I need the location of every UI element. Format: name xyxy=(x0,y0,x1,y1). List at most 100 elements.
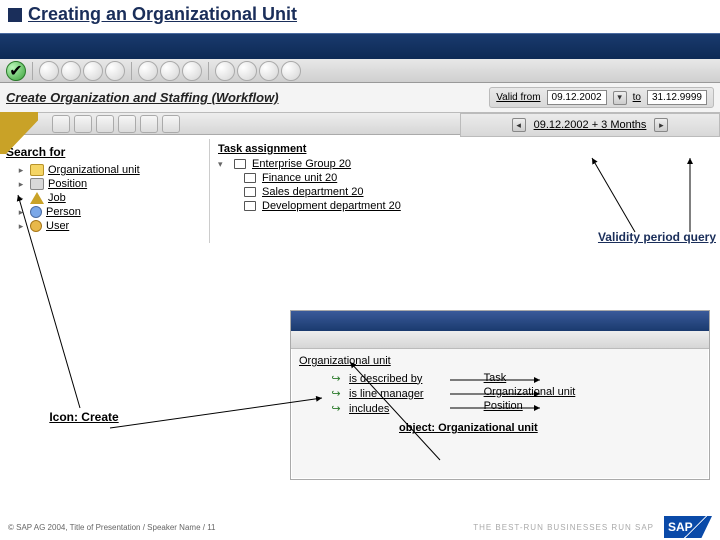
task-root-label: Enterprise Group 20 xyxy=(252,158,351,170)
relation-row[interactable]: ↪is described by xyxy=(329,371,424,386)
expand-icon[interactable]: ▸ xyxy=(16,221,26,231)
task-root[interactable]: ▾ Enterprise Group 20 xyxy=(218,157,712,171)
search-item-user[interactable]: ▸ User xyxy=(6,219,203,233)
tb-collapse-button[interactable] xyxy=(96,115,114,133)
task-tree: ▾ Enterprise Group 20 Finance unit 20 Sa… xyxy=(218,157,712,213)
position-icon xyxy=(30,178,44,190)
org-unit-icon xyxy=(30,164,44,176)
target-label: Position xyxy=(484,400,523,412)
search-tree: ▸ Organizational unit ▸ Position ▸ Job ▸… xyxy=(6,163,203,233)
validity-annotation: Validity period query xyxy=(596,230,716,244)
target-row[interactable]: Position xyxy=(484,399,576,413)
relationships-titlebar xyxy=(291,311,709,331)
target-row[interactable]: Organizational unit xyxy=(484,385,576,399)
collapse-icon[interactable]: ▾ xyxy=(218,159,228,170)
slide-title-row: Creating an Organizational Unit xyxy=(0,0,720,27)
job-icon xyxy=(30,192,44,204)
expand-icon[interactable]: ▸ xyxy=(16,179,26,189)
secondary-toolbar: ◂ 09.12.2002 + 3 Months ▸ xyxy=(0,113,720,135)
valid-to-input[interactable]: 31.12.9999 xyxy=(647,90,707,105)
search-panel: Search for ▸ Organizational unit ▸ Posit… xyxy=(0,139,210,243)
enter-button[interactable]: ✔ xyxy=(6,61,26,81)
validity-period-box: Valid from 09.12.2002 ▾ to 31.12.9999 xyxy=(489,87,714,108)
search-item-label: Organizational unit xyxy=(48,164,140,176)
task-child[interactable]: Development department 20 xyxy=(244,199,712,213)
print-button[interactable] xyxy=(138,61,158,81)
transaction-header-row: Create Organization and Staffing (Workfl… xyxy=(0,83,720,113)
tb-select-button[interactable] xyxy=(118,115,136,133)
relationship-names: ↪is described by ↪is line manager ↪ inclu… xyxy=(329,371,424,416)
valid-to-label: to xyxy=(633,92,641,103)
search-item-label: Person xyxy=(46,206,81,218)
target-row[interactable]: Task xyxy=(484,371,576,385)
relationships-toolbar xyxy=(291,331,709,349)
transaction-title: Create Organization and Staffing (Workfl… xyxy=(6,90,299,105)
expand-icon[interactable]: ▸ xyxy=(16,193,26,203)
relation-row[interactable]: ↪ includes xyxy=(329,401,424,416)
tb-deselect-button[interactable] xyxy=(140,115,158,133)
valid-from-label: Valid from xyxy=(496,92,540,103)
user-icon xyxy=(30,220,42,232)
find-next-button[interactable] xyxy=(182,61,202,81)
org-unit-box-icon xyxy=(244,173,256,183)
date-range-next-button[interactable]: ▸ xyxy=(654,118,668,132)
tb-expand-button[interactable] xyxy=(74,115,92,133)
icon-create-annotation: Icon: Create xyxy=(44,410,124,424)
relationships-section-title: Organizational unit xyxy=(299,355,701,367)
slide-title: Creating an Organizational Unit xyxy=(28,4,297,25)
sap-app-titlebar xyxy=(0,33,720,59)
task-child-label: Development department 20 xyxy=(262,200,401,212)
search-item-job[interactable]: ▸ Job xyxy=(6,191,203,205)
search-item-label: Job xyxy=(48,192,66,204)
title-accent-block xyxy=(8,8,22,22)
task-child-label: Finance unit 20 xyxy=(262,172,337,184)
relationship-targets: Task Organizational unit Position xyxy=(484,371,576,416)
last-page-button[interactable] xyxy=(281,61,301,81)
back-button[interactable] xyxy=(61,61,81,81)
exit-button[interactable] xyxy=(83,61,103,81)
main-body: Search for ▸ Organizational unit ▸ Posit… xyxy=(0,139,720,243)
slide-footer: © SAP AG 2004, Title of Presentation / S… xyxy=(0,514,720,540)
expand-icon[interactable]: ▸ xyxy=(16,207,26,217)
valid-from-picker-button[interactable]: ▾ xyxy=(613,91,627,105)
copyright-text: © SAP AG 2004, Title of Presentation / S… xyxy=(8,523,216,532)
task-assignment-panel: Task assignment ▾ Enterprise Group 20 Fi… xyxy=(210,139,720,243)
save-button[interactable] xyxy=(39,61,59,81)
secondary-toolbar-wrap: ◂ 09.12.2002 + 3 Months ▸ xyxy=(0,113,720,139)
toolbar-sep xyxy=(32,62,33,80)
target-label: Task xyxy=(484,372,507,384)
task-child[interactable]: Finance unit 20 xyxy=(244,171,712,185)
search-header: Search for xyxy=(6,143,203,163)
search-item-person[interactable]: ▸ Person xyxy=(6,205,203,219)
sap-logo: SAP xyxy=(664,516,712,538)
date-range-display: ◂ 09.12.2002 + 3 Months ▸ xyxy=(460,113,720,137)
search-item-label: User xyxy=(46,220,69,232)
relationships-window: Organizational unit ↪is described by ↪is… xyxy=(290,310,710,480)
search-item-organizational-unit[interactable]: ▸ Organizational unit xyxy=(6,163,203,177)
relation-row[interactable]: ↪is line manager xyxy=(329,386,424,401)
find-button[interactable] xyxy=(160,61,180,81)
tb-refresh-button[interactable] xyxy=(162,115,180,133)
relation-arrow-icon: ↪ xyxy=(329,402,343,415)
relation-label: includes xyxy=(349,403,389,415)
relation-arrow-icon: ↪ xyxy=(329,387,343,400)
expand-icon[interactable]: ▸ xyxy=(16,165,26,175)
sap-toolbar: ✔ xyxy=(0,59,720,83)
cancel-button[interactable] xyxy=(105,61,125,81)
valid-from-input[interactable]: 09.12.2002 xyxy=(547,90,607,105)
relation-arrow-icon: ↪ xyxy=(329,372,343,385)
search-item-label: Position xyxy=(48,178,87,190)
tb-tree-button[interactable] xyxy=(52,115,70,133)
first-page-button[interactable] xyxy=(215,61,235,81)
date-range-text: 09.12.2002 + 3 Months xyxy=(534,119,647,131)
toolbar-sep xyxy=(131,62,132,80)
task-child[interactable]: Sales department 20 xyxy=(244,185,712,199)
search-item-position[interactable]: ▸ Position xyxy=(6,177,203,191)
org-unit-box-icon xyxy=(244,201,256,211)
date-range-prev-button[interactable]: ◂ xyxy=(512,118,526,132)
relationships-body: Organizational unit ↪is described by ↪is… xyxy=(291,349,709,438)
prev-page-button[interactable] xyxy=(237,61,257,81)
person-icon xyxy=(30,206,42,218)
task-header: Task assignment xyxy=(218,143,712,155)
next-page-button[interactable] xyxy=(259,61,279,81)
